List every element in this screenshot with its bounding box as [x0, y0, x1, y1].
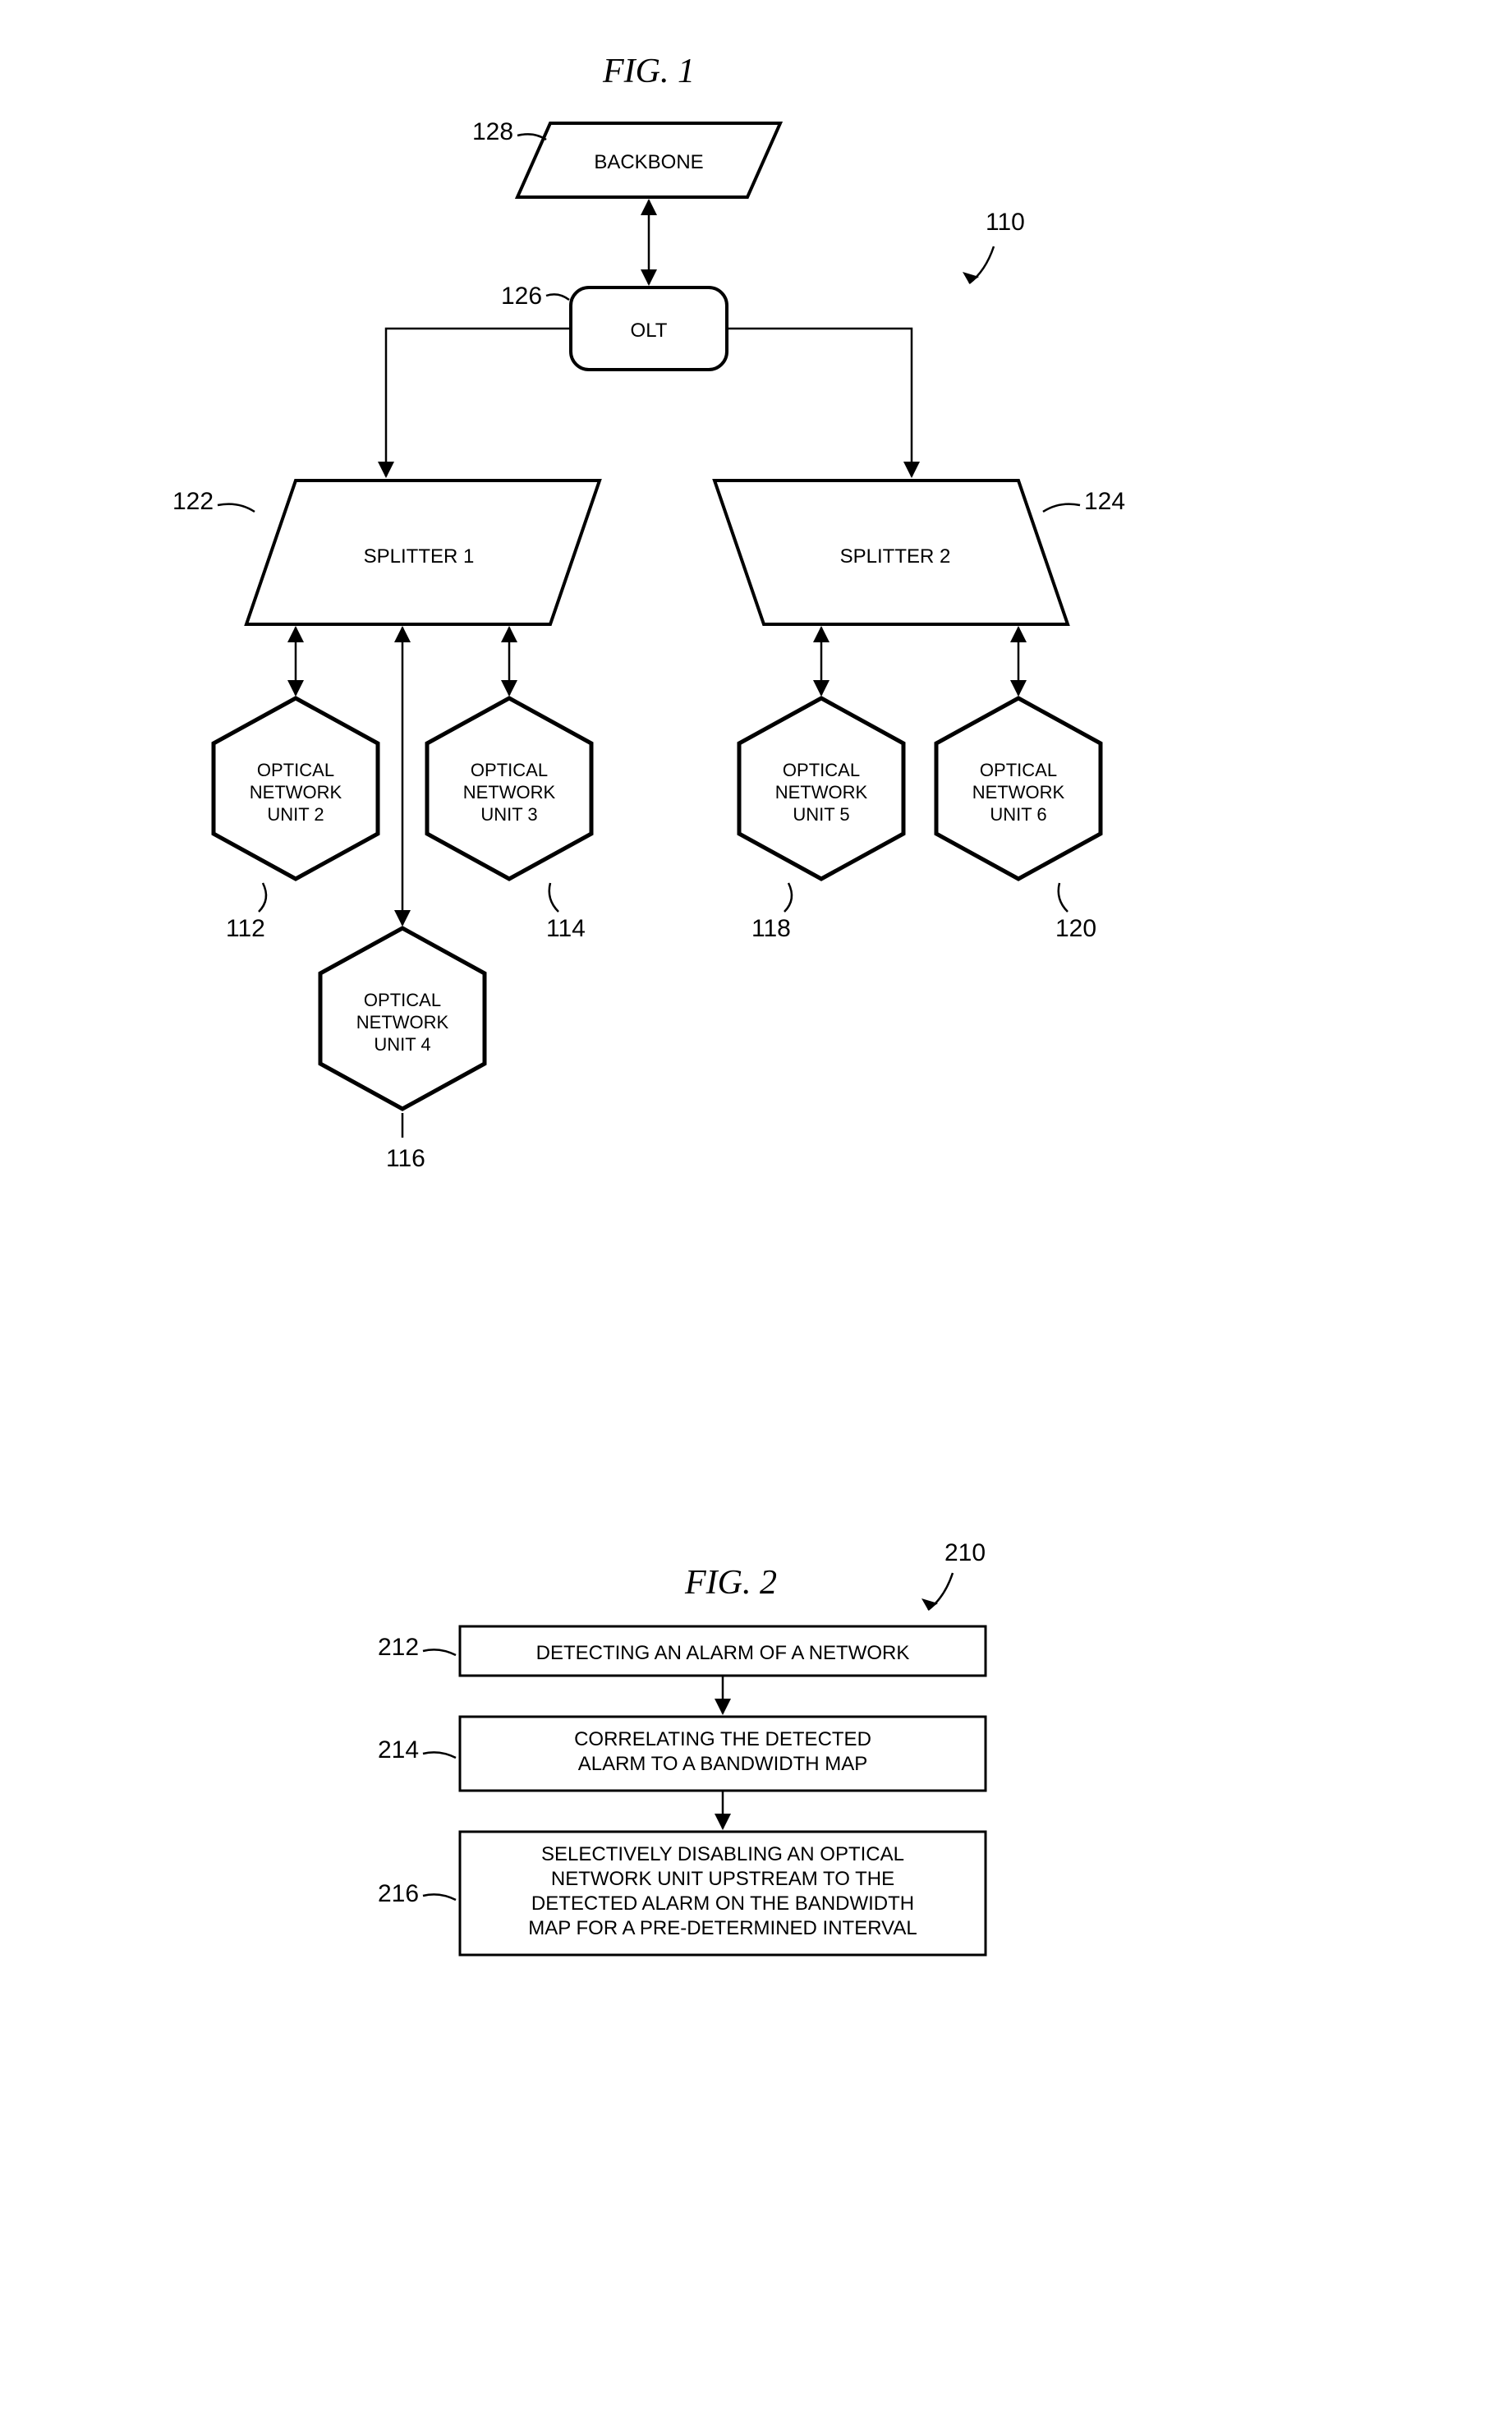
step3-l3: DETECTED ALARM ON THE BANDWIDTH — [531, 1892, 914, 1915]
ref-214: 214 — [378, 1736, 419, 1764]
step2-l1: CORRELATING THE DETECTED — [574, 1728, 871, 1750]
step-2: CORRELATING THE DETECTED ALARM TO A BAND… — [378, 1717, 986, 1791]
ref-116-g: 116 — [386, 1113, 425, 1172]
splitter2-label: SPLITTER 2 — [840, 545, 951, 568]
ref-128: 128 — [472, 118, 513, 145]
ref-216: 216 — [378, 1880, 419, 1907]
figure-2: FIG. 2 210 DETECTING AN ALARM OF A NETWO… — [378, 1539, 986, 1955]
ref-124: 124 — [1084, 488, 1125, 515]
ref-118: 118 — [751, 915, 791, 942]
ref-120: 120 — [1055, 915, 1096, 942]
onu3-l3: UNIT 3 — [480, 804, 537, 825]
fig2-title: FIG. 2 — [684, 1564, 777, 1602]
ref-126: 126 — [501, 283, 542, 310]
ref-212: 212 — [378, 1634, 419, 1661]
splitter1-label: SPLITTER 1 — [364, 545, 475, 568]
ref-118-g: 118 — [751, 883, 792, 942]
onu-4-node: OPTICAL NETWORK UNIT 4 — [320, 928, 485, 1109]
step2-l2: ALARM TO A BANDWIDTH MAP — [578, 1753, 868, 1775]
step3-l1: SELECTIVELY DISABLING AN OPTICAL — [541, 1843, 904, 1865]
diagram-canvas: FIG. 1 110 BACKBONE 128 OLT 126 — [0, 0, 1512, 2415]
ref-210: 210 — [944, 1539, 986, 1566]
onu-6-node: OPTICAL NETWORK UNIT 6 — [936, 698, 1101, 879]
onu-5-node: OPTICAL NETWORK UNIT 5 — [739, 698, 903, 879]
onu4-l3: UNIT 4 — [374, 1034, 430, 1055]
step3-l4: MAP FOR A PRE-DETERMINED INTERVAL — [528, 1917, 917, 1939]
ref-114-g: 114 — [546, 883, 586, 942]
splitter-2-node: SPLITTER 2 124 — [715, 481, 1125, 624]
ref-120-g: 120 — [1055, 883, 1096, 942]
onu4-l2: NETWORK — [356, 1012, 449, 1032]
ref-112-g: 112 — [226, 883, 266, 942]
backbone-node: BACKBONE 128 — [472, 118, 780, 197]
ref-114: 114 — [546, 915, 586, 942]
onu4-l1: OPTICAL — [364, 990, 441, 1010]
onu2-l1: OPTICAL — [257, 760, 334, 780]
onu-3-node: OPTICAL NETWORK UNIT 3 — [427, 698, 591, 879]
ref-112: 112 — [226, 915, 265, 942]
onu5-l1: OPTICAL — [783, 760, 860, 780]
onu5-l2: NETWORK — [775, 782, 868, 803]
onu3-l2: NETWORK — [463, 782, 556, 803]
fig2-system-ref: 210 — [921, 1539, 986, 1610]
onu6-l2: NETWORK — [972, 782, 1065, 803]
onu6-l1: OPTICAL — [980, 760, 1057, 780]
splitter-1-node: SPLITTER 1 122 — [172, 481, 600, 624]
step-3: SELECTIVELY DISABLING AN OPTICAL NETWORK… — [378, 1832, 986, 1955]
fig1-system-ref: 110 — [963, 209, 1025, 283]
backbone-label: BACKBONE — [594, 151, 703, 173]
step1-text: DETECTING AN ALARM OF A NETWORK — [536, 1642, 910, 1664]
step3-l2: NETWORK UNIT UPSTREAM TO THE — [551, 1868, 894, 1890]
onu2-l2: NETWORK — [250, 782, 342, 803]
onu-2-node: OPTICAL NETWORK UNIT 2 — [214, 698, 378, 879]
ref-116: 116 — [386, 1145, 425, 1172]
olt-label: OLT — [631, 320, 668, 342]
onu6-l3: UNIT 6 — [990, 804, 1046, 825]
onu2-l3: UNIT 2 — [267, 804, 324, 825]
ref-122: 122 — [172, 488, 214, 515]
olt-node: OLT 126 — [501, 283, 727, 370]
ref-110: 110 — [986, 209, 1025, 236]
figure-1: FIG. 1 110 BACKBONE 128 OLT 126 — [172, 53, 1125, 1172]
step-1: DETECTING AN ALARM OF A NETWORK 212 — [378, 1626, 986, 1676]
fig1-title: FIG. 1 — [602, 53, 695, 90]
onu3-l1: OPTICAL — [471, 760, 548, 780]
onu5-l3: UNIT 5 — [793, 804, 849, 825]
